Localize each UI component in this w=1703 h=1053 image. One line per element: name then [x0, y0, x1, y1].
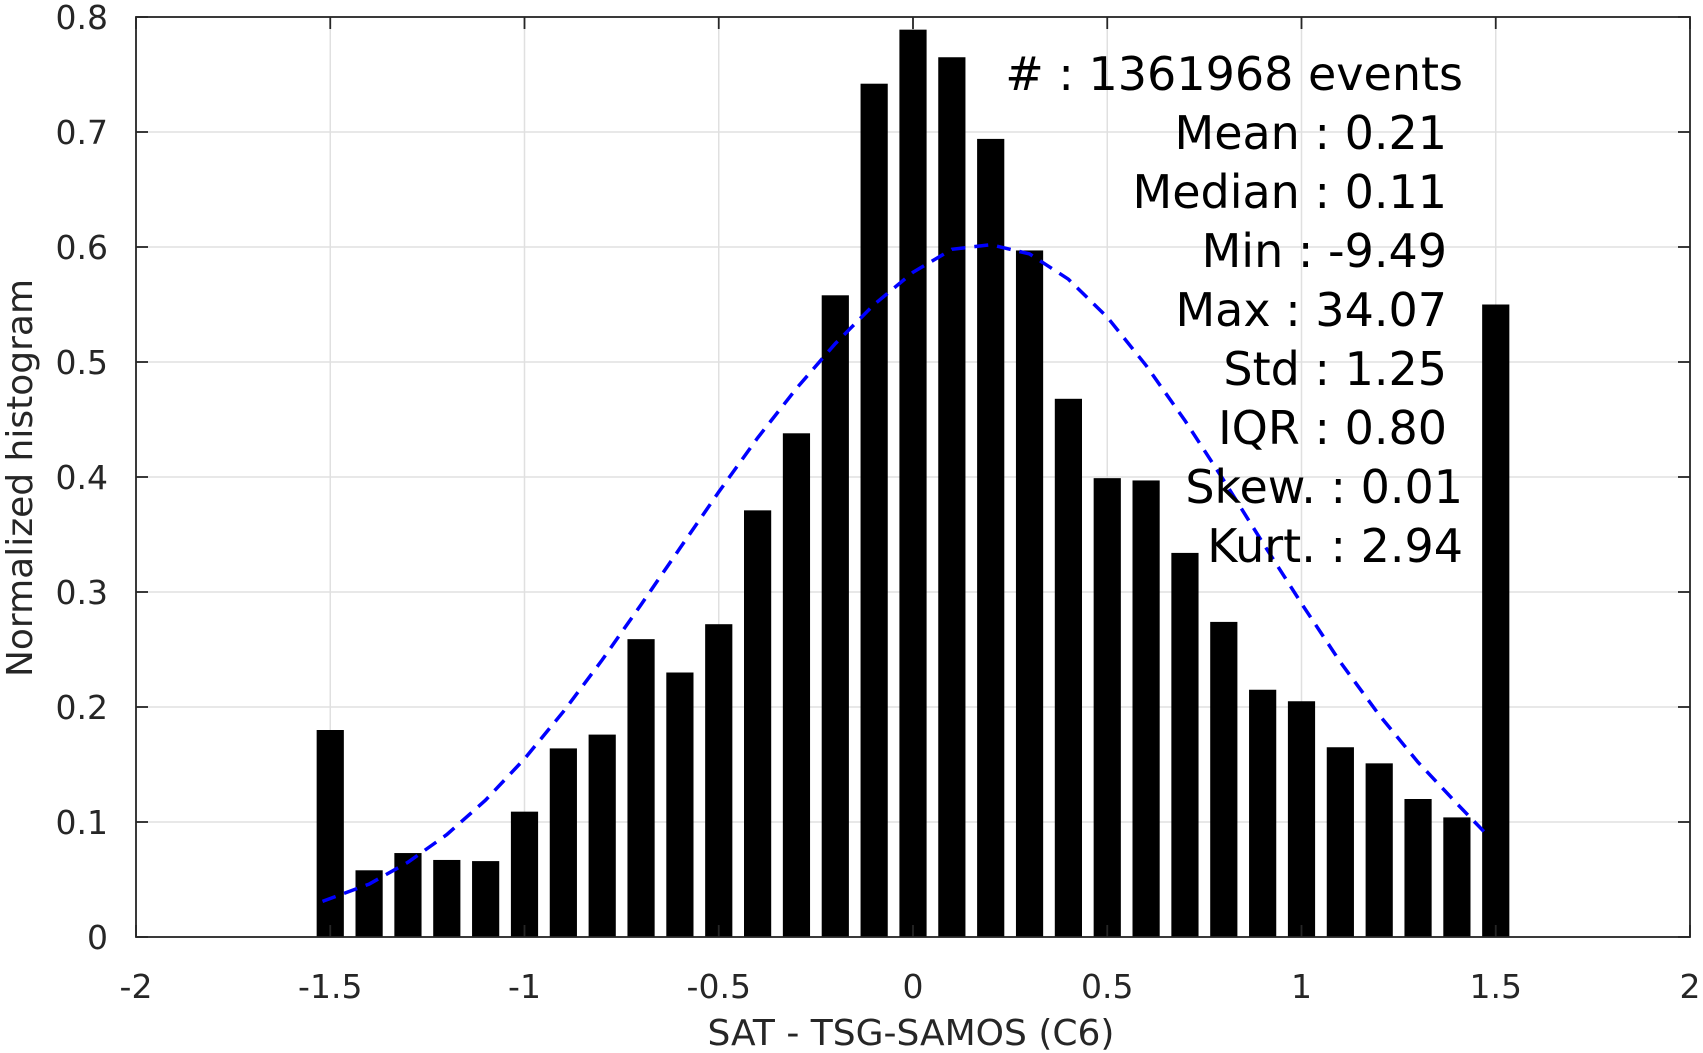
histogram-bar: [472, 861, 500, 937]
x-tick-label: 0.5: [1081, 967, 1133, 1006]
histogram-bar: [938, 57, 966, 937]
x-tick-label: -2: [120, 967, 153, 1006]
histogram-bar: [666, 672, 694, 937]
histogram-bar: [977, 138, 1005, 937]
histogram-bar: [433, 859, 461, 937]
x-tick-label: -1: [508, 967, 541, 1006]
histogram-bar: [316, 730, 344, 937]
histogram-bar: [1443, 817, 1471, 937]
histogram-bar: [1054, 398, 1082, 937]
normal-fit-curve: [321, 242, 1490, 904]
histogram-bar: [1249, 689, 1277, 937]
histogram-bar: [1326, 747, 1354, 937]
x-tick-labels: -2 -1.5 -1 -0.5 0 0.5 1 1.5 2: [120, 967, 1701, 1006]
y-tick-label: 0.7: [56, 113, 108, 152]
histogram-bar: [1210, 621, 1238, 937]
histogram-bar: [744, 510, 772, 937]
y-tick-label: 0.8: [56, 0, 108, 37]
stat-line: Kurt. : 2.94: [1207, 519, 1463, 573]
fit-curve-line: [321, 242, 1490, 904]
y-tick-label: 0.6: [56, 228, 108, 267]
y-tick-label: 0.3: [56, 573, 108, 612]
x-tick-label: 2: [1680, 967, 1701, 1006]
x-tick-label: 0: [903, 967, 924, 1006]
histogram-bar: [627, 639, 655, 937]
stat-line: Max : 34.07: [1175, 283, 1447, 337]
histogram-bar: [782, 433, 811, 937]
y-tick-label: 0.1: [56, 803, 108, 842]
histogram-bar: [899, 29, 927, 937]
stat-line: Min : -9.49: [1202, 224, 1447, 278]
y-tick-label: 0.2: [56, 688, 108, 727]
histogram-bar: [1404, 799, 1432, 937]
histogram-bar: [1171, 552, 1199, 937]
y-tick-label: 0: [87, 918, 108, 957]
histogram-bar: [1132, 480, 1160, 937]
stat-line: Std : 1.25: [1223, 342, 1447, 396]
x-axis-label: SAT - TSG-SAMOS (C6): [708, 1013, 1115, 1053]
histogram-bar: [1482, 304, 1510, 937]
histogram-bar: [549, 748, 577, 937]
stat-line: Skew. : 0.01: [1185, 460, 1463, 514]
y-axis-label: Normalized histogram: [0, 279, 41, 677]
y-tick-label: 0.4: [56, 458, 108, 497]
stat-line: # : 1361968 events: [1005, 47, 1463, 101]
y-tick-label: 0.5: [56, 343, 108, 382]
histogram-bar: [705, 624, 733, 937]
x-tick-label: 1.5: [1470, 967, 1522, 1006]
x-tick-label: -1.5: [298, 967, 362, 1006]
histogram-bars: [316, 29, 1510, 937]
histogram-bar: [860, 83, 888, 937]
axes-frame: [135, 16, 1691, 938]
stat-line: Median : 0.11: [1133, 165, 1447, 219]
histogram-bar: [394, 853, 422, 937]
histogram-bar: [510, 811, 539, 937]
histogram-bar: [821, 295, 849, 937]
stat-line: Mean : 0.21: [1175, 106, 1448, 160]
histogram-bar: [355, 870, 383, 937]
stat-line: IQR : 0.80: [1218, 401, 1447, 455]
histogram-bar: [1365, 763, 1393, 937]
x-tick-label: -0.5: [687, 967, 751, 1006]
y-tick-labels: 0 0.1 0.2 0.3 0.4 0.5 0.6 0.7 0.8: [56, 0, 108, 957]
histogram-bar: [1015, 250, 1044, 937]
histogram-bar: [1093, 478, 1121, 937]
histogram-bar: [1287, 701, 1316, 937]
histogram-bar: [588, 734, 616, 937]
x-tick-label: 1: [1291, 967, 1312, 1006]
